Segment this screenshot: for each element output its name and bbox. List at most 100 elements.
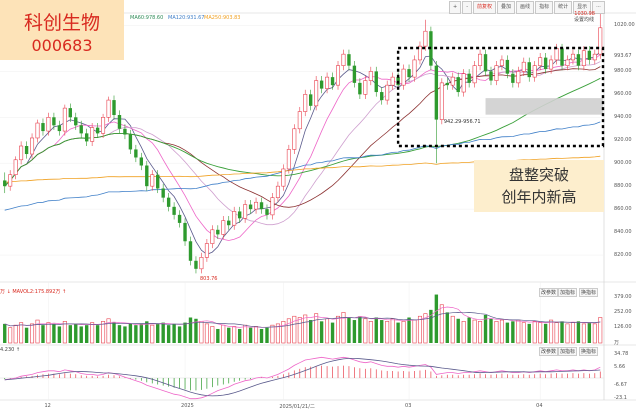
volume-bar: [188, 317, 193, 343]
volume-bar: [429, 309, 433, 343]
volume-bar: [57, 326, 62, 343]
volume-bar: [139, 323, 144, 343]
highlight-box: [396, 46, 605, 148]
price-axis-label: 993.67: [614, 52, 632, 59]
candle: [112, 95, 116, 120]
candle-body: [467, 73, 471, 83]
candle: [368, 66, 373, 86]
candle-body: [434, 65, 439, 120]
candle-body: [478, 53, 483, 66]
candle-body: [341, 53, 346, 66]
toolbar-button-4[interactable]: 画线: [516, 1, 535, 14]
indicator-tab-1[interactable]: 加指标: [558, 347, 578, 356]
ma10-line: [4, 54, 601, 241]
volume-bar: [8, 327, 13, 344]
indicator-axis-label: -6.67: [614, 382, 627, 388]
candle-body: [592, 53, 597, 61]
indicator-axis-label: -23.1: [614, 395, 627, 401]
volume-axis-label: 379.00: [614, 294, 632, 300]
volume-bar: [478, 321, 483, 344]
toolbar-button-6[interactable]: 统计: [554, 1, 573, 14]
candle-body: [347, 54, 351, 66]
candle: [8, 170, 13, 191]
candle: [281, 164, 286, 191]
indicator-tab-2[interactable]: 换指标: [579, 347, 599, 356]
candle: [309, 89, 313, 111]
volume-bar: [128, 323, 133, 343]
candle: [292, 124, 297, 155]
candle-body: [489, 71, 493, 81]
consolidation-band-rect: [485, 98, 603, 115]
candle-body: [417, 45, 422, 61]
volume-tab-2[interactable]: 换指标: [579, 288, 599, 297]
candle-body: [511, 73, 515, 83]
candle-body: [35, 122, 40, 139]
candle-body: [134, 149, 138, 158]
settings-ma-link[interactable]: 设置均线: [574, 17, 595, 23]
volume-bar: [363, 318, 368, 344]
price-axis-label: 940.00: [614, 114, 632, 121]
volume-bar: [472, 319, 477, 344]
volume-bar: [150, 324, 155, 344]
candle: [527, 57, 531, 82]
candle: [134, 144, 138, 163]
volume-bar: [467, 317, 471, 343]
candle: [156, 170, 160, 194]
candle: [128, 129, 133, 155]
price-axis-label: 920.00: [614, 137, 632, 144]
volume-bar: [494, 321, 499, 344]
candle: [183, 218, 187, 246]
candle: [549, 55, 554, 74]
volume-bar: [434, 294, 439, 343]
price-axis-label: 980.00: [614, 68, 632, 75]
candle-body: [112, 100, 116, 116]
candle-body: [243, 204, 248, 219]
candle: [24, 141, 29, 159]
candle-body: [254, 201, 259, 210]
candle: [374, 66, 378, 97]
candle-body: [62, 107, 67, 132]
candle: [210, 225, 215, 249]
volume-bar: [423, 313, 428, 344]
volume-bar: [309, 320, 313, 343]
candle-body: [13, 159, 18, 175]
candle: [570, 49, 575, 65]
volume-bar: [117, 325, 122, 343]
volume-tab-1[interactable]: 加指标: [558, 288, 578, 297]
candle-body: [101, 117, 106, 134]
candle-body: [270, 197, 275, 216]
candle: [565, 55, 570, 71]
volume-bar: [499, 319, 504, 344]
indicator-tab-0[interactable]: 改参数: [539, 347, 559, 356]
candle: [489, 66, 493, 86]
candle: [90, 123, 95, 146]
candle: [95, 123, 100, 138]
candle: [456, 72, 460, 97]
toolbar-button-8[interactable]: ⋯: [592, 1, 606, 14]
candle-body: [166, 197, 171, 207]
candle-body: [521, 61, 526, 72]
toolbar-button-1[interactable]: -: [462, 1, 473, 14]
volume-bar: [13, 324, 18, 344]
volume-bar: [243, 324, 248, 344]
candle-body: [554, 48, 559, 61]
toolbar-button-0[interactable]: +: [449, 1, 462, 14]
ma120-line: [4, 121, 601, 211]
toolbar-button-5[interactable]: 指标: [535, 1, 554, 14]
candle: [505, 55, 510, 79]
toolbar-button-3[interactable]: 叠加: [497, 1, 516, 14]
candle-body: [216, 229, 220, 235]
volume-bar: [330, 322, 335, 343]
toolbar-button-7[interactable]: 显示: [573, 1, 592, 14]
toolbar-button-2[interactable]: 前复权: [473, 1, 497, 14]
volume-bar: [84, 325, 89, 343]
volume-bar: [385, 321, 390, 344]
volume-bar: [254, 326, 259, 344]
candle: [30, 133, 35, 159]
candle-body: [401, 68, 406, 86]
ma-legend-item: MA120:931.67: [168, 15, 205, 21]
volume-bar: [538, 322, 543, 344]
volume-tab-0[interactable]: 改参数: [539, 288, 559, 297]
candle-body: [532, 65, 537, 78]
